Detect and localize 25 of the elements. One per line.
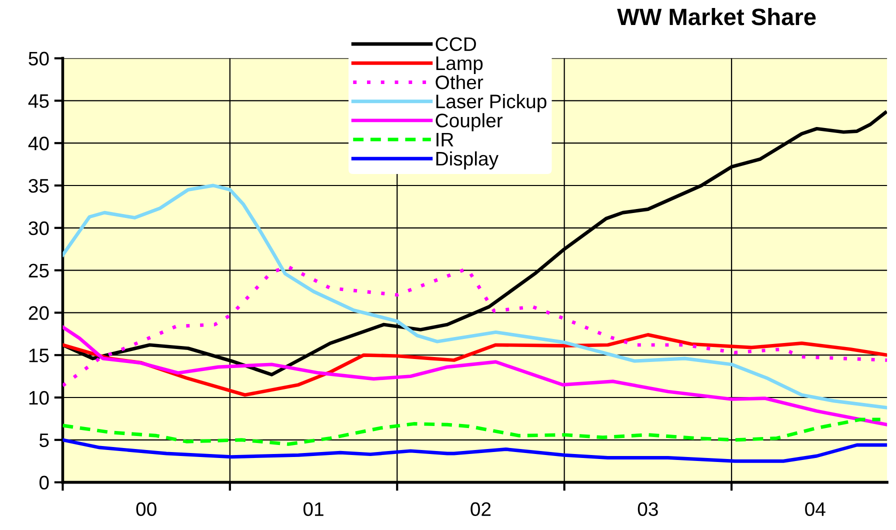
legend-label: Laser Pickup [436,94,546,112]
x-tick-label: 03 [638,502,658,516]
y-tick-label: 10 [29,390,49,405]
legend-label: CCD [436,37,476,52]
chart-title: WW Market Share [617,8,816,26]
y-tick-label: 35 [28,178,49,193]
x-tick-label: 04 [805,502,826,516]
x-tick-label: 00 [136,502,156,516]
y-tick-label: 50 [28,52,49,66]
legend-label: Other [436,74,484,90]
legend-label: Lamp [436,56,483,74]
y-tick-label: 45 [28,94,49,108]
y-tick-label: 25 [28,264,49,278]
y-tick-label: 5 [39,434,49,448]
line-series [62,418,882,446]
legend-label: Coupler [436,113,503,132]
y-tick-label: 30 [28,221,49,236]
legend-label: IR [436,132,454,146]
x-tick-label: 02 [470,502,491,516]
y-tick-label: 15 [29,348,49,362]
y-tick-label: 20 [28,306,49,320]
y-tick-label: 40 [28,136,49,150]
legend-label: Display [436,151,499,170]
x-tick-label: 01 [303,502,324,516]
y-tick-label: 0 [39,476,49,490]
